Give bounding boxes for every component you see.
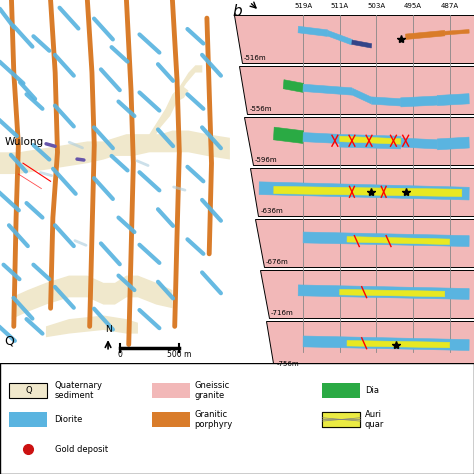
Polygon shape [149, 87, 189, 152]
Bar [322, 411, 360, 427]
Text: N: N [105, 325, 111, 334]
Polygon shape [283, 80, 303, 92]
Polygon shape [340, 290, 445, 297]
Bar [152, 383, 190, 398]
Polygon shape [401, 96, 438, 107]
Text: -636m: -636m [260, 208, 283, 214]
Text: Granitic
porphyry: Granitic porphyry [194, 410, 233, 429]
Polygon shape [303, 133, 340, 144]
Polygon shape [437, 137, 469, 150]
Polygon shape [437, 94, 469, 106]
Polygon shape [445, 29, 469, 35]
Text: Gneissic
granite: Gneissic granite [194, 381, 229, 400]
Polygon shape [347, 237, 450, 245]
Polygon shape [401, 138, 438, 149]
Polygon shape [273, 127, 303, 144]
Text: 487A: 487A [440, 3, 459, 9]
Polygon shape [46, 316, 138, 337]
Polygon shape [347, 340, 450, 348]
Polygon shape [303, 84, 352, 95]
Polygon shape [340, 136, 401, 144]
Text: 511A: 511A [331, 3, 349, 9]
Polygon shape [259, 182, 469, 200]
Bar [322, 383, 360, 398]
Polygon shape [327, 30, 352, 45]
Polygon shape [351, 88, 372, 104]
Polygon shape [11, 275, 173, 319]
Text: Dia: Dia [365, 386, 379, 395]
Text: Quaternary
sediment: Quaternary sediment [55, 381, 102, 400]
Polygon shape [371, 97, 401, 106]
Polygon shape [250, 168, 474, 216]
Polygon shape [298, 285, 469, 300]
Text: Q: Q [5, 335, 15, 347]
Text: Q: Q [25, 386, 32, 395]
Polygon shape [274, 186, 462, 197]
Text: 495A: 495A [404, 3, 422, 9]
Text: Auri
quar: Auri quar [365, 410, 384, 429]
Polygon shape [179, 65, 202, 94]
Bar [9, 383, 47, 398]
Bar [9, 411, 47, 427]
Text: -596m: -596m [255, 157, 277, 163]
Polygon shape [303, 232, 469, 246]
Polygon shape [239, 65, 474, 114]
Polygon shape [303, 336, 469, 350]
Text: -756m: -756m [276, 361, 299, 367]
Text: Wulong: Wulong [5, 137, 44, 147]
Polygon shape [0, 130, 230, 174]
Text: Diorite: Diorite [55, 415, 83, 424]
Text: Gold deposit: Gold deposit [55, 445, 108, 454]
Text: -516m: -516m [244, 55, 267, 61]
Text: 519A: 519A [294, 3, 312, 9]
Text: -716m: -716m [271, 310, 294, 316]
Polygon shape [266, 321, 474, 369]
Text: b: b [232, 4, 242, 18]
Polygon shape [298, 26, 328, 36]
Text: 500 m: 500 m [167, 350, 191, 359]
Bar [322, 411, 360, 427]
Polygon shape [244, 117, 474, 165]
Polygon shape [406, 30, 445, 39]
Text: -556m: -556m [249, 106, 272, 112]
Bar [152, 411, 190, 427]
Polygon shape [340, 135, 401, 149]
Text: -676m: -676m [265, 259, 288, 265]
Polygon shape [352, 40, 372, 48]
Polygon shape [255, 219, 474, 267]
Text: 0: 0 [117, 350, 122, 359]
Text: 503A: 503A [367, 3, 385, 9]
Polygon shape [260, 270, 474, 318]
Polygon shape [234, 15, 474, 63]
